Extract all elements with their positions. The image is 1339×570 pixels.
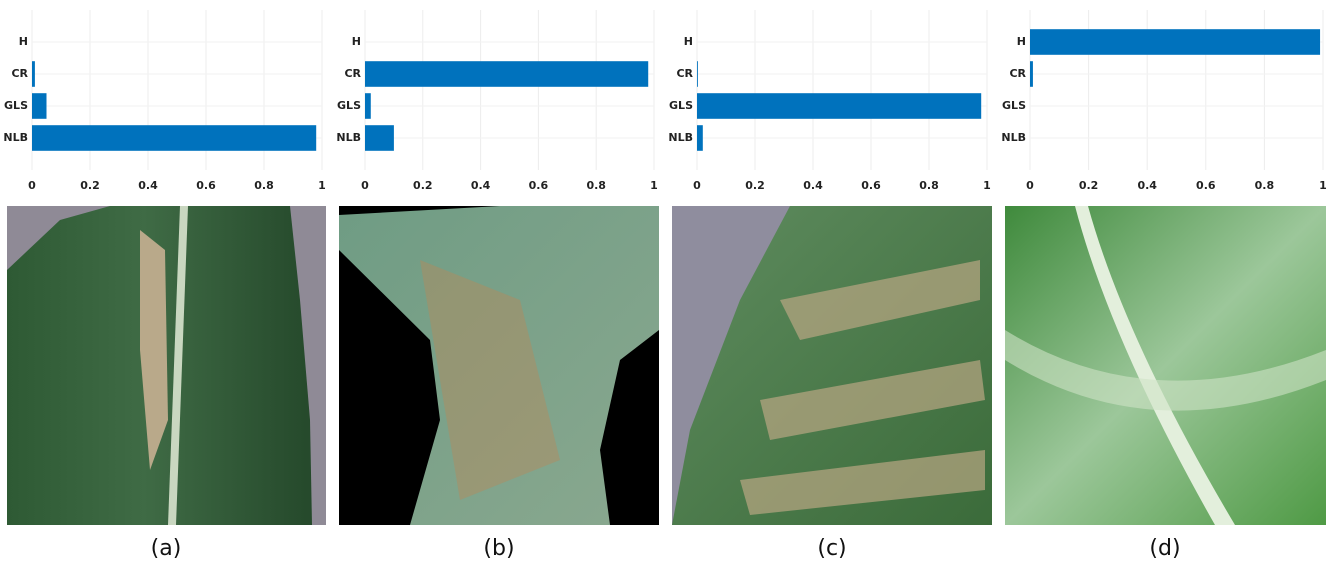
x-tick-label: 0.8	[254, 179, 274, 192]
x-tick-label: 0.6	[861, 179, 881, 192]
x-tick-label: 0.2	[413, 179, 433, 192]
x-tick-label: 0	[693, 179, 701, 192]
x-tick-label: 0.8	[919, 179, 939, 192]
bar	[697, 125, 703, 151]
x-tick-label: 0.4	[1137, 179, 1157, 192]
y-tick-label: CR	[676, 67, 693, 80]
x-tick-label: 0.6	[529, 179, 549, 192]
bar	[365, 61, 649, 87]
caption: (d)	[1149, 536, 1180, 561]
bar	[32, 93, 47, 119]
x-tick-label: 0.4	[138, 179, 158, 192]
caption: (c)	[817, 536, 846, 561]
x-tick-label: 1	[650, 179, 658, 192]
x-tick-label: 1	[983, 179, 991, 192]
x-tick-label: 1	[318, 179, 326, 192]
x-tick-label: 1	[1319, 179, 1327, 192]
x-tick-label: 0	[361, 179, 369, 192]
x-tick-label: 0.6	[1196, 179, 1216, 192]
y-tick-label: CR	[11, 67, 28, 80]
x-tick-label: 0.6	[196, 179, 216, 192]
x-tick-label: 0.8	[586, 179, 606, 192]
y-tick-label: NLB	[336, 131, 361, 144]
x-tick-label: 0	[1026, 179, 1034, 192]
y-tick-label: NLB	[3, 131, 28, 144]
x-tick-label: 0.2	[745, 179, 765, 192]
x-tick-label: 0.2	[80, 179, 100, 192]
bar	[365, 125, 394, 151]
y-tick-label: H	[19, 35, 28, 48]
y-tick-label: H	[1017, 35, 1026, 48]
leaf-photo	[1005, 206, 1326, 525]
caption: (b)	[483, 536, 514, 561]
y-tick-label: NLB	[668, 131, 693, 144]
y-tick-label: GLS	[669, 99, 693, 112]
bar	[1030, 29, 1321, 55]
bar	[1030, 61, 1033, 87]
x-tick-label: 0.2	[1079, 179, 1099, 192]
y-tick-label: CR	[1009, 67, 1026, 80]
x-tick-label: 0.4	[803, 179, 823, 192]
bar	[32, 125, 317, 151]
y-tick-label: GLS	[337, 99, 361, 112]
caption: (a)	[151, 536, 182, 561]
x-tick-label: 0.4	[471, 179, 491, 192]
bar	[365, 93, 371, 119]
bar	[32, 61, 35, 87]
y-tick-label: GLS	[1002, 99, 1026, 112]
y-tick-label: H	[352, 35, 361, 48]
bar	[697, 93, 982, 119]
x-tick-label: 0.8	[1255, 179, 1275, 192]
y-tick-label: CR	[344, 67, 361, 80]
leaf-photo	[339, 206, 659, 525]
bar	[697, 61, 698, 87]
y-tick-label: GLS	[4, 99, 28, 112]
leaf-photo	[672, 206, 992, 525]
x-tick-label: 0	[28, 179, 36, 192]
y-tick-label: NLB	[1001, 131, 1026, 144]
y-tick-label: H	[684, 35, 693, 48]
leaf-photo	[7, 206, 326, 525]
